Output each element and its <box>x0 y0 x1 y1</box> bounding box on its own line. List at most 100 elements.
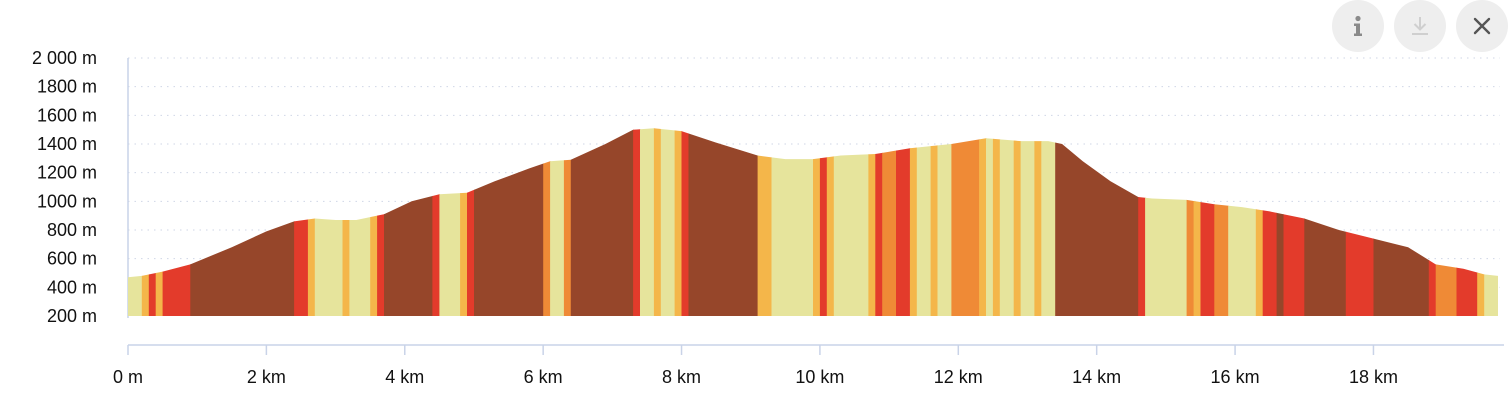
gradient-segment <box>1020 128 1035 316</box>
gradient-segment <box>999 128 1015 316</box>
gradient-segment <box>474 128 544 316</box>
gradient-segment <box>868 128 876 316</box>
gradient-segment <box>757 128 772 316</box>
download-button[interactable] <box>1394 0 1446 52</box>
gradient-segment <box>1214 128 1229 316</box>
y-tick-label: 1600 m <box>37 105 97 125</box>
x-tick-label: 18 km <box>1349 367 1398 387</box>
y-tick-label: 2 000 m <box>32 48 97 68</box>
gradient-segment <box>1304 128 1347 316</box>
gradient-segment <box>384 128 433 316</box>
gradient-segment <box>1228 128 1257 316</box>
gradient-segment <box>1373 128 1430 316</box>
gradient-segment <box>688 128 759 316</box>
gradient-segment <box>896 128 911 316</box>
gradient-segment <box>833 128 869 316</box>
gradient-segment <box>141 128 150 316</box>
gradient-segment <box>1013 128 1022 316</box>
gradient-segment <box>370 128 378 316</box>
gradient-segment <box>819 128 828 316</box>
y-tick-label: 600 m <box>47 249 97 269</box>
gradient-segment <box>1262 128 1278 316</box>
x-axis <box>127 344 1504 355</box>
gradient-segment <box>813 128 821 316</box>
gradient-segment <box>550 128 565 316</box>
gradient-segment <box>307 128 316 316</box>
x-tick-label: 14 km <box>1072 367 1121 387</box>
x-tick-label: 6 km <box>524 367 563 387</box>
x-axis-tick-labels: 0 m 2 km 4 km 6 km 8 km 10 km 12 km 14 km 16 km 1… <box>113 367 1398 387</box>
info-icon <box>1354 15 1362 36</box>
gradient-segment <box>1477 128 1485 316</box>
gradient-segment <box>882 128 897 316</box>
x-tick-label: 12 km <box>934 367 983 387</box>
gradient-segment <box>633 128 641 316</box>
y-tick-label: 1000 m <box>37 191 97 211</box>
gradient-segment <box>1186 128 1195 316</box>
gradient-segment <box>1345 128 1375 316</box>
x-tick-label: 10 km <box>795 367 844 387</box>
gradient-segments <box>128 128 1498 316</box>
gradient-segment <box>162 128 191 316</box>
download-icon <box>1412 17 1428 35</box>
gradient-segment <box>986 128 994 316</box>
gradient-segment <box>1456 128 1478 316</box>
gradient-segment <box>653 128 662 316</box>
gradient-segment <box>1484 128 1498 316</box>
x-tick-label: 8 km <box>662 367 701 387</box>
gradient-segment <box>1193 128 1202 316</box>
gradient-segment <box>1034 128 1042 316</box>
gradient-segment <box>543 128 551 316</box>
x-tick-label: 2 km <box>247 367 286 387</box>
y-axis-tick-labels: 200 m 400 m 600 m 800 m 1000 m 1200 m 1400 m 16… <box>32 48 97 326</box>
gradient-segment <box>342 128 350 316</box>
x-tick-label: 0 m <box>113 367 143 387</box>
gradient-segment <box>916 128 932 316</box>
gradient-segment <box>640 128 655 316</box>
close-button[interactable] <box>1456 0 1508 52</box>
gradient-segment <box>128 128 143 316</box>
gradient-segment <box>1276 128 1285 316</box>
gradient-segment <box>570 128 634 316</box>
gradient-segment <box>294 128 309 316</box>
gradient-segment <box>909 128 918 316</box>
gradient-segment <box>1200 128 1215 316</box>
close-icon <box>1473 17 1491 35</box>
gradient-segment <box>1055 128 1139 316</box>
gradient-segment <box>432 128 440 316</box>
gradient-segment <box>467 128 475 316</box>
gradient-segment <box>1428 128 1437 316</box>
gradient-segment <box>155 128 164 316</box>
y-tick-label: 1800 m <box>37 77 97 97</box>
gradient-segment <box>979 128 987 316</box>
gradient-segment <box>460 128 468 316</box>
gradient-segment <box>190 128 295 316</box>
gradient-segment <box>148 128 157 316</box>
gradient-segment <box>349 128 371 316</box>
y-tick-label: 200 m <box>47 306 97 326</box>
gradient-segment <box>930 128 939 316</box>
gradient-segment <box>681 128 689 316</box>
gradient-segment <box>826 128 835 316</box>
x-tick-label: 16 km <box>1211 367 1260 387</box>
gradient-segment <box>992 128 1001 316</box>
info-button[interactable] <box>1332 0 1384 52</box>
gradient-segment <box>1145 128 1188 316</box>
gradient-segment <box>1435 128 1458 316</box>
gradient-segment <box>439 128 461 316</box>
gradient-segment <box>1283 128 1305 316</box>
gradient-segment <box>314 128 344 316</box>
y-tick-label: 1200 m <box>37 163 97 183</box>
gradient-segment <box>660 128 676 316</box>
gradient-segment <box>377 128 385 316</box>
gradient-segment <box>951 128 980 316</box>
gradient-segment <box>1255 128 1264 316</box>
gradient-segment <box>771 128 814 316</box>
x-tick-label: 4 km <box>385 367 424 387</box>
y-tick-label: 400 m <box>47 277 97 297</box>
y-tick-label: 1400 m <box>37 134 97 154</box>
gradient-segment <box>1041 128 1056 316</box>
gradient-segment <box>875 128 883 316</box>
gradient-segment <box>937 128 952 316</box>
